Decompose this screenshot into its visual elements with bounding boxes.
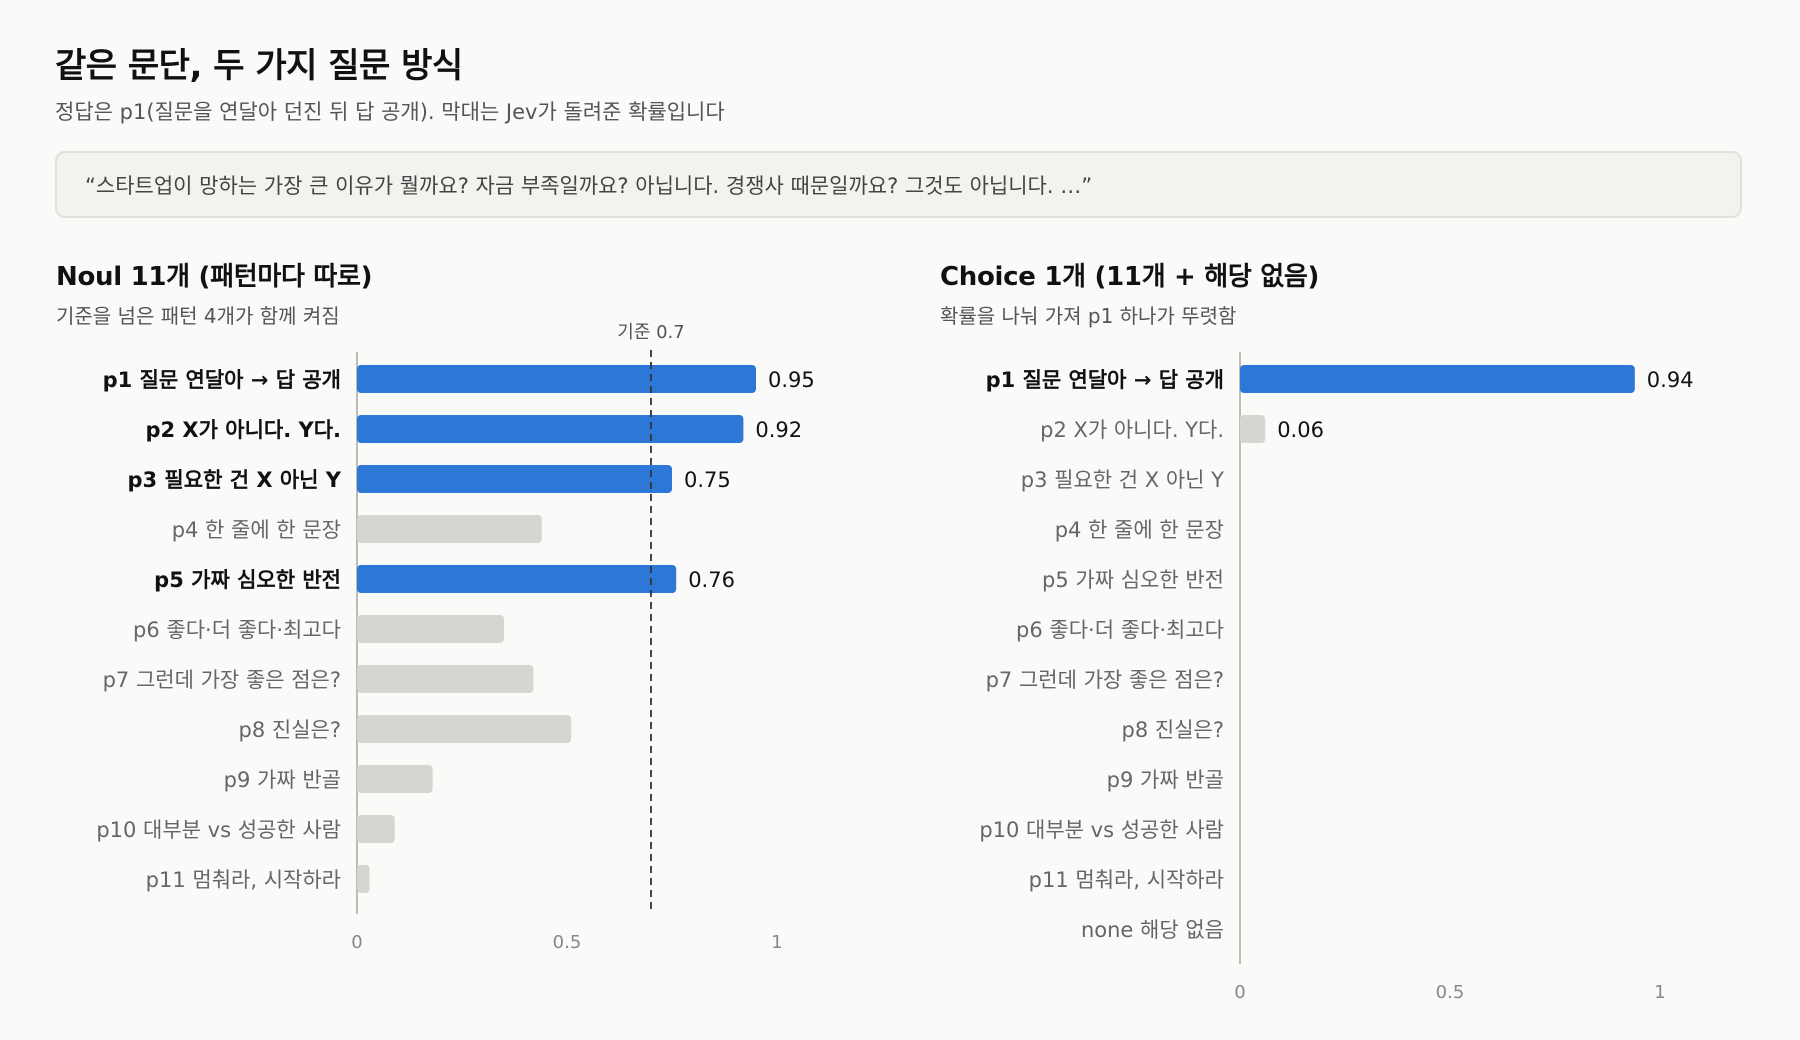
noul-bar	[357, 565, 677, 593]
noul-x-tick-label: 1	[771, 932, 782, 953]
left-panel-title: Noul 11개 (패턴마다 따로)	[56, 262, 373, 292]
choice-category-label: p11 멈춰라, 시작하라	[1029, 868, 1224, 892]
choice-category-label: p3 필요한 건 X 아닌 Y	[1021, 468, 1224, 492]
choice-category-label: p2 X가 아니다. Y다.	[1040, 418, 1224, 442]
noul-category-label: p11 멈춰라, 시작하라	[146, 868, 341, 892]
choice-category-label: p6 좋다·더 좋다·최고다	[1016, 618, 1224, 642]
noul-bar	[357, 365, 756, 393]
noul-value-label: 0.92	[755, 418, 802, 442]
choice-x-tick-label: 0.5	[1436, 982, 1465, 1003]
noul-category-label: p10 대부분 vs 성공한 사람	[96, 818, 341, 842]
choice-category-label: p4 한 줄에 한 문장	[1055, 518, 1224, 542]
choice-category-label: p10 대부분 vs 성공한 사람	[979, 818, 1224, 842]
noul-bar	[357, 515, 542, 543]
noul-value-label: 0.76	[688, 568, 735, 592]
choice-value-label: 0.94	[1647, 368, 1694, 392]
noul-bar	[357, 415, 744, 443]
choice-category-label: p7 그런데 가장 좋은 점은?	[986, 668, 1224, 692]
choice-category-label: p5 가짜 심오한 반전	[1042, 568, 1224, 592]
noul-category-label: p1 질문 연달아 → 답 공개	[103, 368, 341, 392]
right-panel-subtitle: 확률을 나눠 가져 p1 하나가 뚜렷함	[940, 304, 1237, 328]
noul-category-label: p7 그런데 가장 좋은 점은?	[103, 668, 341, 692]
choice-category-label: p8 진실은?	[1122, 718, 1224, 742]
noul-bar	[357, 665, 534, 693]
choice-x-tick-label: 1	[1654, 982, 1665, 1003]
noul-bar	[357, 865, 370, 893]
choice-category-label: p1 질문 연달아 → 답 공개	[986, 368, 1224, 392]
noul-category-label: p3 필요한 건 X 아닌 Y	[127, 468, 341, 492]
noul-value-label: 0.95	[768, 368, 815, 392]
choice-bar	[1240, 415, 1266, 443]
noul-category-label: p5 가짜 심오한 반전	[154, 568, 341, 592]
noul-threshold-label: 기준 0.7	[617, 322, 684, 343]
choice-category-label: none 해당 없음	[1081, 918, 1224, 942]
noul-category-label: p6 좋다·더 좋다·최고다	[133, 618, 341, 642]
quote-box: “스타트업이 망하는 가장 큰 이유가 뭘까요? 자금 부족일까요? 아닙니다.…	[55, 151, 1742, 218]
noul-x-tick-label: 0.5	[553, 932, 582, 953]
choice-category-label: p9 가짜 반골	[1107, 768, 1224, 792]
noul-category-label: p8 진실은?	[239, 718, 341, 742]
noul-bar	[357, 765, 433, 793]
choice-x-tick-label: 0	[1234, 982, 1245, 1003]
noul-category-label: p9 가짜 반골	[224, 768, 341, 792]
noul-value-label: 0.75	[684, 468, 731, 492]
noul-x-tick-label: 0	[351, 932, 362, 953]
page-title: 같은 문단, 두 가지 질문 방식	[55, 46, 463, 86]
noul-bar	[357, 615, 504, 643]
noul-category-label: p4 한 줄에 한 문장	[172, 518, 341, 542]
noul-bar	[357, 465, 672, 493]
choice-bar	[1240, 365, 1635, 393]
right-panel-title: Choice 1개 (11개 + 해당 없음)	[940, 262, 1320, 292]
noul-category-label: p2 X가 아니다. Y다.	[145, 418, 341, 442]
noul-bar	[357, 715, 572, 743]
noul-bar-chart: p1 질문 연달아 → 답 공개 0.95 p2 X가 아니다. Y다. 0.92 p3…	[96, 322, 815, 953]
left-panel-subtitle: 기준을 넘은 패턴 4개가 함께 켜짐	[56, 304, 340, 328]
choice-value-label: 0.06	[1277, 418, 1324, 442]
page-subtitle: 정답은 p1(질문을 연달아 던진 뒤 답 공개). 막대는 Jev가 돌려준 …	[55, 100, 725, 124]
noul-bar	[357, 815, 395, 843]
